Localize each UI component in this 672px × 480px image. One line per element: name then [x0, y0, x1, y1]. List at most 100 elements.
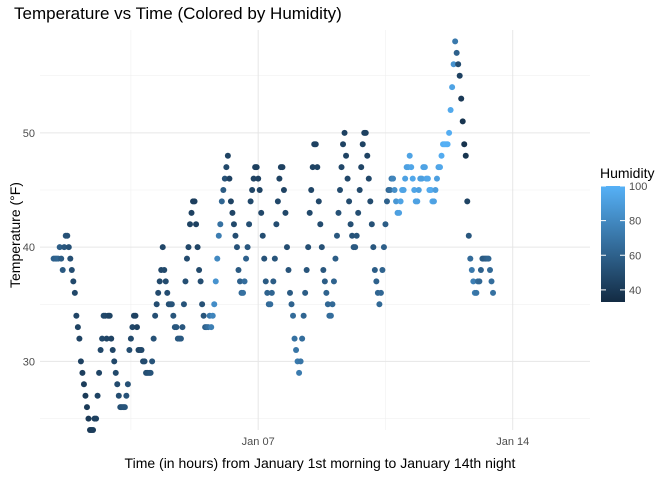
data-point [282, 209, 289, 216]
data-point [274, 198, 281, 205]
data-point [280, 187, 287, 193]
data-point [271, 255, 278, 262]
y-tick-label: 50 [23, 128, 35, 140]
data-point [262, 278, 269, 285]
data-point [129, 324, 136, 331]
data-point [323, 289, 330, 296]
data-point [421, 164, 428, 171]
data-point [168, 301, 175, 308]
legend-tick-label: 80 [629, 216, 641, 228]
data-point [427, 187, 434, 193]
y-tick-label: 30 [23, 356, 35, 368]
data-point [383, 198, 390, 205]
data-point [312, 141, 319, 148]
data-point [353, 232, 360, 239]
data-point [209, 312, 216, 319]
data-point [382, 221, 389, 228]
data-point [58, 255, 65, 262]
data-point [253, 164, 260, 171]
data-point [458, 95, 465, 102]
data-point [99, 335, 106, 342]
data-point [370, 244, 377, 251]
data-point [476, 278, 483, 285]
data-point [114, 381, 121, 388]
data-point [288, 301, 295, 308]
data-point [65, 244, 72, 251]
data-point [80, 381, 87, 388]
data-point [456, 72, 463, 79]
data-point [332, 255, 339, 262]
data-point [380, 244, 387, 251]
x-tick-labels: Jan 07 Jan 14 [242, 436, 530, 448]
data-point [61, 244, 68, 251]
data-point [390, 175, 397, 182]
data-point [267, 301, 274, 308]
data-point [230, 221, 237, 228]
data-point [187, 221, 193, 228]
data-point [446, 129, 453, 136]
scatter-points [50, 38, 497, 433]
y-tick-labels: 30 40 50 [23, 128, 35, 369]
data-point [430, 198, 437, 205]
data-point [411, 187, 418, 193]
data-point [73, 312, 80, 319]
data-point [246, 221, 253, 228]
data-point [356, 187, 363, 193]
data-point [223, 164, 230, 171]
data-point [473, 289, 480, 296]
data-point [153, 301, 160, 308]
data-point [64, 232, 71, 239]
data-point [83, 404, 90, 411]
data-point [159, 244, 166, 251]
data-point [215, 232, 222, 239]
data-point [76, 335, 83, 342]
data-point [424, 175, 431, 182]
data-point [485, 255, 492, 262]
data-point [173, 324, 180, 331]
data-point [355, 209, 362, 216]
data-point [283, 244, 290, 251]
data-point [452, 38, 459, 45]
data-point [138, 347, 145, 353]
data-point [297, 358, 304, 365]
data-point [320, 267, 327, 273]
data-point [170, 312, 177, 319]
data-point [318, 244, 325, 251]
data-point [462, 152, 469, 159]
data-point [387, 187, 393, 193]
colorbar [601, 186, 625, 302]
data-point [109, 347, 116, 353]
data-point [349, 232, 356, 239]
data-point [406, 152, 413, 159]
data-point [291, 335, 298, 342]
data-point [315, 198, 322, 205]
data-point [211, 301, 218, 308]
data-point [490, 289, 497, 296]
data-point [300, 312, 307, 319]
data-point [103, 335, 110, 342]
data-point [327, 312, 334, 319]
data-point [470, 278, 477, 285]
data-point [397, 198, 404, 205]
data-point [85, 415, 92, 422]
data-point [235, 267, 242, 273]
data-point [459, 118, 466, 125]
data-point [335, 209, 342, 216]
data-point [453, 49, 460, 56]
data-point [161, 267, 168, 273]
legend-tick-label: 40 [629, 285, 641, 297]
data-point [302, 289, 309, 296]
data-point [317, 221, 324, 228]
data-point [276, 175, 283, 182]
data-point [487, 267, 493, 273]
data-point [194, 244, 201, 251]
data-point [329, 301, 336, 308]
data-point [197, 278, 204, 285]
data-point [309, 164, 316, 171]
data-point [199, 301, 206, 308]
data-point [152, 312, 159, 319]
data-point [418, 175, 425, 182]
data-point [467, 255, 474, 262]
data-point [488, 278, 495, 285]
data-point [373, 278, 380, 285]
